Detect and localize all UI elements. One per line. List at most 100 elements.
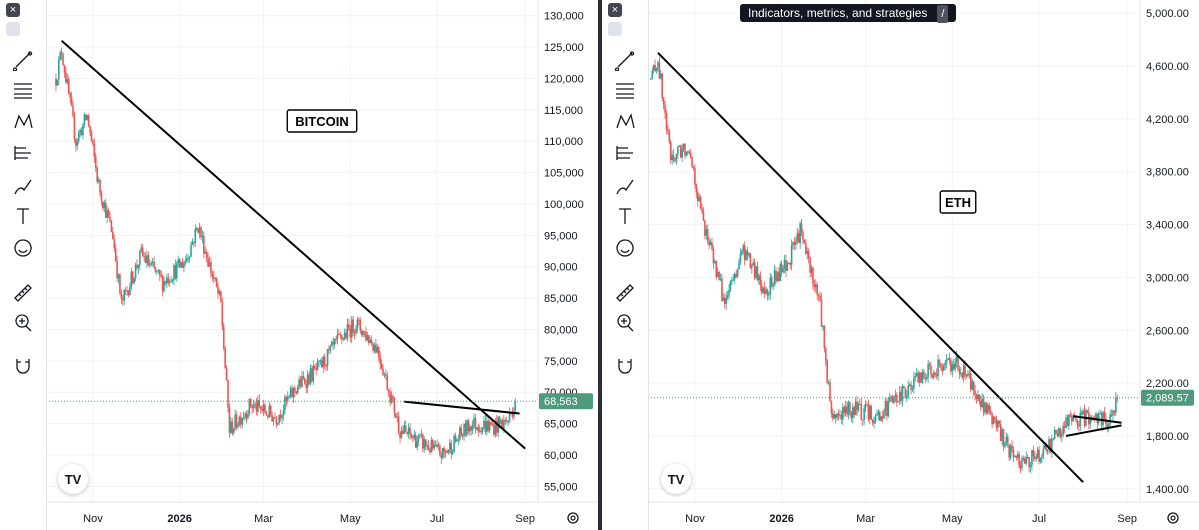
- candle-body: [370, 340, 373, 344]
- candle-body: [1049, 438, 1052, 453]
- zoom-in-icon[interactable]: [9, 309, 37, 337]
- y-tick-label: 5,000.00: [1146, 8, 1189, 20]
- candle-body: [167, 277, 170, 283]
- candle-body: [971, 381, 974, 390]
- magnet-icon[interactable]: [611, 352, 639, 380]
- brush-icon[interactable]: [9, 172, 37, 200]
- fib-lines-icon[interactable]: [611, 76, 639, 104]
- emoji-icon[interactable]: [611, 234, 639, 262]
- candle-body: [979, 401, 982, 408]
- candle-body: [235, 414, 238, 428]
- eth-chart-panel[interactable]: 5,000.00 4,600.00 4,200.00 3,800.00 3,400.00…: [602, 0, 1199, 530]
- candle-body: [372, 343, 374, 351]
- candle-body: [292, 387, 295, 398]
- candle-body: [692, 166, 695, 169]
- candle-body: [664, 104, 666, 114]
- candle-body: [934, 372, 937, 375]
- candle-body: [333, 338, 336, 345]
- candle-body: [158, 269, 161, 276]
- candle-body: [866, 404, 868, 406]
- candle-body: [355, 328, 357, 334]
- candle-body: [383, 374, 386, 376]
- candle-body: [708, 240, 710, 246]
- annotation-text: ETH: [945, 195, 971, 210]
- candle-body: [430, 439, 433, 453]
- candle-body: [881, 416, 884, 419]
- fullscreen-icon[interactable]: [608, 22, 622, 36]
- candle-body: [937, 359, 939, 377]
- y-tick-label: 1,400.00: [1146, 484, 1189, 496]
- candle-body: [109, 217, 111, 221]
- ruler-icon[interactable]: [611, 279, 639, 307]
- brush-icon[interactable]: [611, 172, 639, 200]
- candle-body: [501, 420, 504, 429]
- candle-body: [325, 365, 327, 367]
- candle-body: [339, 334, 342, 336]
- btc-chart[interactable]: 130,000 125,000 120,000 115,000 110,000 105,0…: [0, 0, 598, 530]
- candle-body: [667, 129, 669, 132]
- candle-body: [675, 154, 678, 161]
- y-tick-label: 75,000: [544, 356, 578, 368]
- magnet-icon[interactable]: [9, 352, 37, 380]
- candle-body: [413, 434, 416, 438]
- eth-chart[interactable]: 5,000.00 4,600.00 4,200.00 3,800.00 3,400.00…: [602, 0, 1199, 530]
- btc-chart-panel[interactable]: 130,000 125,000 120,000 115,000 110,000 105,0…: [0, 0, 598, 530]
- fullscreen-icon[interactable]: [6, 22, 20, 36]
- candle-body: [749, 253, 752, 268]
- candle-body: [854, 401, 857, 415]
- x-tick-label: Nov: [83, 513, 103, 525]
- candle-body: [144, 256, 147, 264]
- candle-body: [188, 256, 191, 258]
- close-icon[interactable]: ×: [6, 3, 20, 17]
- trend-line-icon[interactable]: [9, 46, 37, 74]
- ruler-icon[interactable]: [9, 279, 37, 307]
- candle-body: [822, 326, 824, 328]
- gear-icon[interactable]: [566, 511, 580, 525]
- tradingview-logo[interactable]: TV: [661, 464, 691, 494]
- forecast-icon[interactable]: [611, 139, 639, 167]
- y-tick-label: 125,000: [544, 42, 584, 54]
- annotation-text: BITCOIN: [295, 114, 348, 129]
- candle-body: [123, 290, 126, 301]
- candle-body: [1025, 456, 1028, 464]
- candle-body: [183, 263, 185, 268]
- annotation-box: [286, 109, 358, 133]
- pattern-icon[interactable]: [9, 108, 37, 136]
- tradingview-logo[interactable]: TV: [58, 464, 88, 494]
- candle-body: [867, 404, 870, 420]
- candle-body: [665, 113, 668, 130]
- candle-body: [422, 434, 424, 449]
- fib-lines-icon[interactable]: [9, 76, 37, 104]
- candle-body: [173, 265, 175, 280]
- candle-body: [1070, 417, 1073, 422]
- candle-body: [194, 228, 197, 243]
- candle-body: [332, 341, 335, 345]
- text-icon[interactable]: [611, 202, 639, 230]
- candle-body: [67, 79, 70, 94]
- candle-body: [1021, 457, 1023, 469]
- candle-body: [1051, 438, 1053, 453]
- pattern-icon[interactable]: [611, 108, 639, 136]
- candle-body: [1032, 450, 1035, 457]
- emoji-icon[interactable]: [9, 234, 37, 262]
- candle-body: [880, 416, 883, 421]
- trend-line-icon[interactable]: [611, 46, 639, 74]
- forecast-icon[interactable]: [9, 139, 37, 167]
- candle-body: [272, 417, 275, 422]
- zoom-in-icon[interactable]: [611, 309, 639, 337]
- candle-body: [373, 344, 376, 351]
- candle-body: [240, 416, 242, 425]
- candle-body: [898, 391, 901, 402]
- y-tick-label: 2,600.00: [1146, 325, 1189, 337]
- trendline: [1065, 424, 1122, 437]
- candle-body: [480, 430, 482, 433]
- candle-body: [1065, 417, 1067, 428]
- candle-body: [493, 425, 495, 435]
- candle-body: [758, 275, 760, 281]
- text-icon[interactable]: [9, 202, 37, 230]
- y-tick-label: 3,400.00: [1146, 220, 1189, 232]
- candle-body: [119, 274, 121, 294]
- close-icon[interactable]: ×: [608, 3, 622, 17]
- gear-icon[interactable]: [1166, 511, 1180, 525]
- candle-body: [1052, 438, 1055, 440]
